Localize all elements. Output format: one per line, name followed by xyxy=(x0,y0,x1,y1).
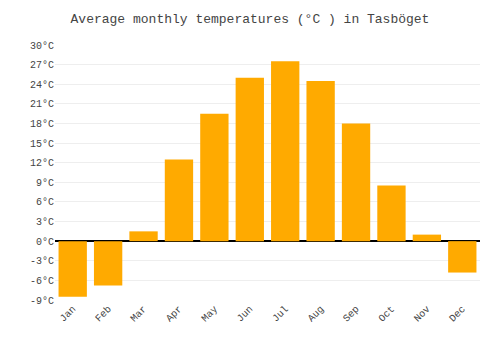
svg-text:-3°C: -3°C xyxy=(30,256,54,267)
svg-text:-9°C: -9°C xyxy=(30,296,54,307)
svg-text:Sep: Sep xyxy=(341,304,362,325)
svg-text:Nov: Nov xyxy=(412,304,433,325)
svg-text:18°C: 18°C xyxy=(30,119,54,130)
svg-text:15°C: 15°C xyxy=(30,139,54,150)
svg-text:Oct: Oct xyxy=(377,304,398,325)
svg-text:6°C: 6°C xyxy=(36,197,54,208)
svg-text:Mar: Mar xyxy=(129,304,150,325)
svg-text:-6°C: -6°C xyxy=(30,276,54,287)
svg-text:Dec: Dec xyxy=(447,304,468,325)
svg-text:27°C: 27°C xyxy=(30,60,54,71)
svg-text:Jul: Jul xyxy=(270,304,291,325)
svg-text:9°C: 9°C xyxy=(36,178,54,189)
svg-text:12°C: 12°C xyxy=(30,158,54,169)
svg-text:Jun: Jun xyxy=(235,304,256,325)
svg-text:0°C: 0°C xyxy=(36,237,54,248)
svg-text:30°C: 30°C xyxy=(30,41,54,52)
svg-text:Jan: Jan xyxy=(58,304,79,325)
svg-text:24°C: 24°C xyxy=(30,80,54,91)
svg-text:May: May xyxy=(200,304,221,325)
svg-text:Average monthly temperatures (: Average monthly temperatures (°C ) in Ta… xyxy=(71,12,430,27)
svg-text:Feb: Feb xyxy=(93,304,114,325)
svg-text:Apr: Apr xyxy=(164,304,185,325)
svg-text:3°C: 3°C xyxy=(36,217,54,228)
svg-text:21°C: 21°C xyxy=(30,99,54,110)
svg-text:Aug: Aug xyxy=(306,304,327,325)
